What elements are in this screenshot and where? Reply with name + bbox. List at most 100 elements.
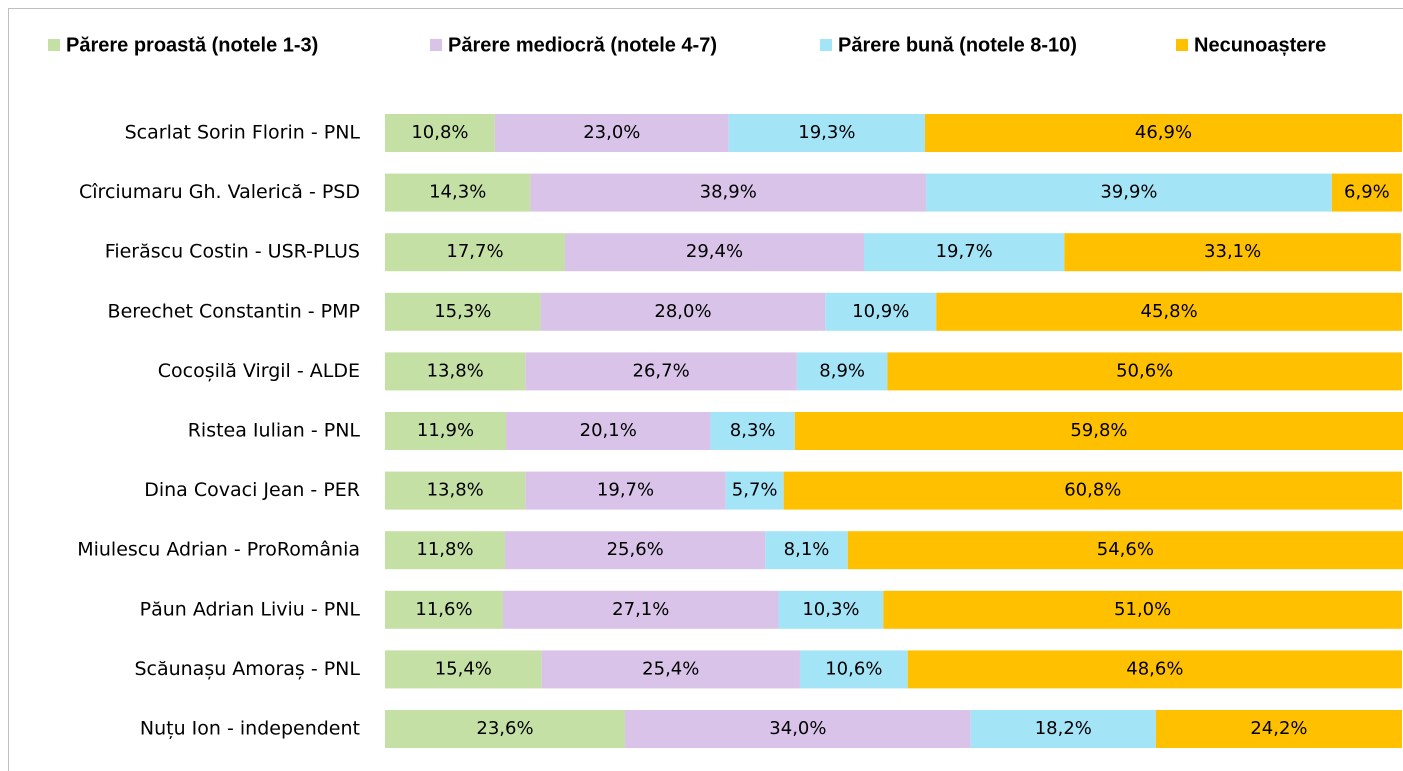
bar-segment <box>385 650 542 689</box>
chart-frame <box>8 8 1403 771</box>
bar-segment <box>502 590 779 629</box>
bar-segment <box>725 471 784 510</box>
bar-segment <box>1331 173 1402 212</box>
legend-swatch <box>820 39 832 51</box>
value-label: 11,6% <box>415 599 472 620</box>
value-label: 20,1% <box>580 420 637 441</box>
value-label: 23,6% <box>476 718 533 739</box>
value-label: 33,1% <box>1204 241 1261 262</box>
bar-segment <box>565 233 864 272</box>
bar-segment <box>385 590 503 629</box>
bar-segment <box>794 412 1403 450</box>
value-label: 29,4% <box>686 241 743 262</box>
value-label: 38,9% <box>700 182 757 203</box>
value-label: 19,7% <box>936 241 993 262</box>
bar-segment <box>847 531 1403 570</box>
category-label: Scăunașu Amoraș - PNL <box>134 658 360 680</box>
category-label: Cocoșilă Virgil - ALDE <box>158 360 360 382</box>
bar-segment <box>505 531 766 570</box>
category-label: Cîrciumaru Gh. Valerică - PSD <box>79 181 360 203</box>
value-label: 10,3% <box>802 599 859 620</box>
value-label: 39,9% <box>1100 182 1157 203</box>
bar-segment <box>970 710 1156 748</box>
value-label: 54,6% <box>1097 539 1154 560</box>
bar-segment <box>494 114 729 152</box>
bar-segment <box>385 710 626 748</box>
bar-segment <box>728 114 926 152</box>
category-label: Berechet Constantin - PMP <box>108 300 360 322</box>
bar-segment <box>778 590 884 629</box>
bar-segment <box>506 412 711 450</box>
value-label: 46,9% <box>1135 122 1192 143</box>
value-label: 23,0% <box>583 122 640 143</box>
value-label: 14,3% <box>429 182 486 203</box>
value-label: 5,7% <box>732 480 778 501</box>
bar-segment <box>385 412 507 450</box>
value-label: 15,3% <box>434 301 491 322</box>
value-label: 19,7% <box>597 480 654 501</box>
bar-segment <box>385 173 531 212</box>
bar-segment <box>765 531 848 570</box>
value-label: 11,9% <box>417 420 474 441</box>
value-label: 27,1% <box>612 599 669 620</box>
bar-segment <box>799 650 908 689</box>
value-label: 26,7% <box>633 360 690 381</box>
category-label: Ristea Iulian - PNL <box>188 420 361 442</box>
bar-segment <box>541 650 800 689</box>
bar-segment <box>525 471 726 510</box>
category-label: Scarlat Sorin Florin - PNL <box>125 122 361 144</box>
category-label: Nuțu Ion - independent <box>140 718 360 740</box>
bar-segment <box>385 352 526 391</box>
bar-segment <box>525 352 797 391</box>
value-label: 19,3% <box>798 122 855 143</box>
value-label: 10,6% <box>825 658 882 679</box>
value-label: 48,6% <box>1126 658 1183 679</box>
bar-segment <box>863 233 1065 272</box>
legend-label: Părere proastă (notele 1-3) <box>66 34 318 56</box>
value-label: 13,8% <box>427 360 484 381</box>
value-label: 59,8% <box>1070 420 1127 441</box>
value-label: 15,4% <box>435 658 492 679</box>
value-label: 18,2% <box>1035 718 1092 739</box>
value-label: 51,0% <box>1114 599 1171 620</box>
legend-label: Părere bună (notele 8-10) <box>838 34 1077 56</box>
value-label: 28,0% <box>654 301 711 322</box>
category-label: Miulescu Adrian - ProRomânia <box>77 539 360 561</box>
bar-segment <box>825 292 937 331</box>
legend-swatch <box>430 39 442 51</box>
category-label: Dina Covaci Jean - PER <box>144 479 360 501</box>
bar-segment <box>530 173 927 212</box>
value-label: 11,8% <box>416 539 473 560</box>
bar-segment <box>936 292 1402 331</box>
bar-segment <box>710 412 795 450</box>
value-label: 8,9% <box>819 360 865 381</box>
value-label: 24,2% <box>1250 718 1307 739</box>
legend-label: Necunoaștere <box>1194 34 1326 56</box>
value-label: 34,0% <box>769 718 826 739</box>
bar-segment <box>625 710 971 748</box>
bar-segment <box>385 471 526 510</box>
bar-segment <box>1064 233 1401 272</box>
bar-segment <box>385 531 506 570</box>
bar-segment <box>1155 710 1402 748</box>
value-label: 17,7% <box>446 241 503 262</box>
bar-segment <box>926 173 1332 212</box>
bar-segment <box>907 650 1402 689</box>
bar-segment <box>796 352 888 391</box>
bar-segment <box>783 471 1402 510</box>
legend-swatch <box>48 39 60 51</box>
bar-segment <box>887 352 1402 391</box>
value-label: 45,8% <box>1141 301 1198 322</box>
bar-segment <box>883 590 1402 629</box>
value-label: 60,8% <box>1064 480 1121 501</box>
category-label: Fierăscu Costin - USR-PLUS <box>105 241 360 263</box>
category-label: Păun Adrian Liviu - PNL <box>140 598 361 620</box>
value-label: 6,9% <box>1344 182 1390 203</box>
value-label: 25,4% <box>642 658 699 679</box>
value-label: 8,1% <box>784 539 830 560</box>
legend-label: Părere mediocră (notele 4-7) <box>448 34 717 56</box>
bar-segment <box>385 114 495 152</box>
bar-segment <box>385 233 566 272</box>
bar-segment <box>385 292 541 331</box>
